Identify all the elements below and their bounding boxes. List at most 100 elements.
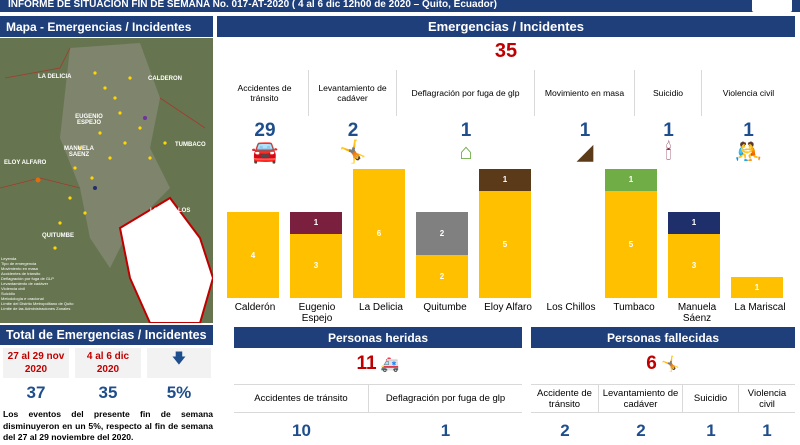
fallen-person-icon: 🤸 <box>656 356 680 373</box>
zone-label: Eloy Alfaro <box>484 302 532 313</box>
injured-label: Accidentes de tránsito <box>234 384 369 413</box>
zone-label: Los Chillos <box>546 302 596 313</box>
zone-label: Quitumbe <box>423 302 467 313</box>
deceased-value: 2 <box>636 421 646 440</box>
report-title: INFORME DE SITUACIÓN FIN DE SEMANA No. 0… <box>8 0 498 10</box>
suicide-icon: 🕯 <box>665 139 672 164</box>
map-label-quitumbe: QUITUMBE <box>42 233 74 239</box>
category-count: 1 <box>579 120 591 141</box>
total-change: 5% <box>166 383 192 402</box>
bar-stack: 4 <box>227 212 279 298</box>
map-label-los-chillos: LOS CHILLOS <box>150 208 191 214</box>
legend-item: Violencia civil <box>1 286 25 291</box>
category-count: 2 <box>347 120 359 141</box>
category-label: Suicidio <box>635 70 702 116</box>
bar-segment: 1 <box>731 276 783 298</box>
zone-label: La Delicia <box>359 302 403 313</box>
zone-label: Manuela Sáenz <box>677 302 717 324</box>
logo <box>752 0 792 12</box>
legend-item: Movimiento en masa <box>1 266 38 271</box>
bar-segment: 3 <box>668 233 720 298</box>
legend-item: Accidentes de tránsito <box>1 271 41 276</box>
bar-segment: 3 <box>290 233 342 298</box>
legend-item: Metodología e oracional <box>1 296 44 301</box>
zone-label: La Mariscal <box>734 302 786 313</box>
deceased-value: 1 <box>706 421 716 440</box>
emergencies-header: Emergencias / Incidentes <box>217 16 795 37</box>
bar-segment: 1 <box>290 212 342 234</box>
bar-segment: 1 <box>479 169 531 191</box>
map-panel-title: Mapa - Emergencias / Incidentes <box>6 19 192 34</box>
totals-title: Total de Emergencias / Incidentes <box>6 328 207 342</box>
bar-stack: 6 <box>353 169 405 298</box>
map-label-eloy-alfaro: ELOY ALFARO <box>4 160 47 166</box>
map-legend: Leyenda Tipo de emergencia Movimiento en… <box>1 256 96 311</box>
map-label-calderon: CALDERON <box>148 76 182 82</box>
injured-total: 11 🚑 <box>234 353 522 375</box>
injured-person-icon: 🚑 <box>376 356 400 373</box>
deceased-label: Suicidio <box>683 384 739 413</box>
deceased-value: 2 <box>560 421 570 440</box>
legend-item: Suicidio <box>1 291 16 296</box>
injured-header: Personas heridas <box>234 327 522 348</box>
injured-title: Personas heridas <box>327 330 429 345</box>
deceased-header: Personas fallecidas <box>531 327 795 348</box>
report-header: INFORME DE SITUACIÓN FIN DE SEMANA No. 0… <box>0 0 800 12</box>
map-label-eugenio-espejo: EUGENIO ESPEJO <box>75 114 103 126</box>
period1-label: 27 al 29 nov 2020 <box>7 351 65 375</box>
bar-segment: 4 <box>227 212 279 298</box>
category-label: Deflagración por fuga de glp <box>397 70 535 116</box>
emergency-map[interactable]: LA DELICIA CALDERON EUGENIO ESPEJO MANUE… <box>0 38 213 323</box>
car-crash-icon: 🚘 <box>251 139 279 164</box>
category-count: 29 <box>254 120 276 141</box>
legend-title: Leyenda <box>1 256 17 261</box>
deceased-total-value: 6 <box>646 353 657 374</box>
bar-segment: 1 <box>605 169 657 191</box>
injured-label: Deflagración por fuga de glp <box>369 384 522 413</box>
map-label-la-delicia: LA DELICIA <box>38 74 72 80</box>
category-label: Accidentes de tránsito <box>221 70 309 116</box>
bar-stack: 1 <box>731 276 783 298</box>
legend-item: Límite del Distrito Metropolitano de Qui… <box>1 301 74 306</box>
legend-item: Deflagración por fuga de GLP <box>1 276 54 281</box>
category-label: Movimiento en masa <box>535 70 635 116</box>
emergencies-title: Emergencias / Incidentes <box>427 19 585 34</box>
bar-segment: 6 <box>353 169 405 298</box>
period2-box: 4 al 6 dic 2020 <box>75 348 141 378</box>
totals-header: Total de Emergencias / Incidentes <box>0 325 213 345</box>
map-panel-header: Mapa - Emergencias / Incidentes <box>0 16 213 37</box>
fallen-person-icon: 🤸 <box>339 139 367 164</box>
bar-segment: 1 <box>668 212 720 234</box>
category-label: Levantamiento de cadáver <box>309 70 397 116</box>
category-count: 1 <box>663 120 674 141</box>
total-previous: 37 <box>26 383 46 402</box>
totals-note: Los eventos del presente fin de semana d… <box>3 409 213 442</box>
category-label: Violencia civil <box>722 88 775 98</box>
legend-item: Levantamiento de cadáver <box>1 281 49 286</box>
deceased-total: 6 🤸 <box>531 353 795 375</box>
zone-label: Tumbaco <box>613 302 655 313</box>
map-label-tumbaco: TUMBACO <box>175 142 206 148</box>
zone-label: Calderón <box>234 302 276 313</box>
total-current: 35 <box>98 383 118 402</box>
emergencies-total: 35 <box>494 40 518 62</box>
bar-segment: 5 <box>479 190 531 298</box>
house-fire-icon: ⌂ <box>459 139 473 164</box>
injured-value: 1 <box>440 421 451 440</box>
map-terrain <box>0 38 213 323</box>
bar-segment: 2 <box>416 255 468 298</box>
deceased-label: Levantamiento de cadáver <box>599 384 683 413</box>
period1-box: 27 al 29 nov 2020 <box>3 348 69 378</box>
map-label-manuela-saenz: MANUELA SAENZ <box>64 146 94 158</box>
arrow-down-icon: 🡇 <box>147 348 211 378</box>
deceased-title: Personas fallecidas <box>606 330 720 345</box>
deceased-label: Violencia civil <box>739 384 795 413</box>
bar-segment: 5 <box>605 190 657 298</box>
period2-label: 4 al 6 dic 2020 <box>86 351 130 375</box>
deceased-label: Accidente de tránsito <box>531 384 599 413</box>
